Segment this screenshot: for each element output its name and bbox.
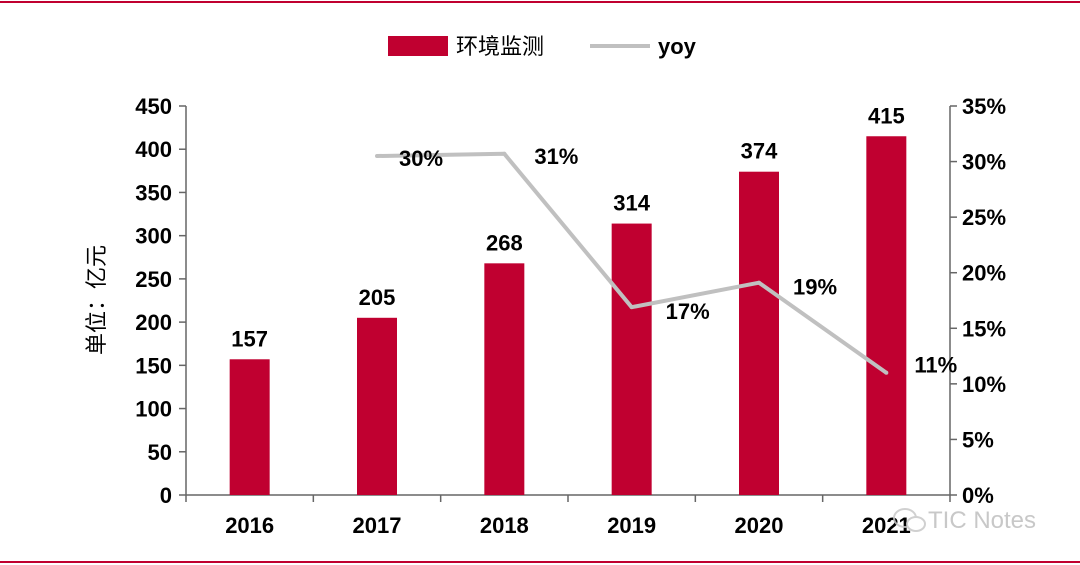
y2-tick-label: 20%	[962, 261, 1006, 286]
y2-tick-label: 35%	[962, 94, 1006, 119]
y-tick-label: 200	[135, 310, 172, 335]
yoy-point	[884, 370, 889, 375]
y2-tick-label: 10%	[962, 372, 1006, 397]
y2-tick-label: 0%	[962, 483, 994, 508]
y-tick-label: 400	[135, 137, 172, 162]
x-tick-label: 2017	[353, 513, 402, 538]
yoy-point	[629, 305, 634, 310]
y-tick-label: 250	[135, 267, 172, 292]
y-tick-label: 350	[135, 180, 172, 205]
bar	[229, 359, 270, 495]
watermark: TIC Notes	[893, 507, 1036, 534]
y-tick-label: 300	[135, 224, 172, 249]
bar	[611, 223, 652, 495]
yoy-point	[502, 151, 507, 156]
y2-tick-label: 30%	[962, 150, 1006, 175]
legend-swatch-bar	[388, 36, 448, 56]
y2-tick-label: 15%	[962, 316, 1006, 341]
bar	[484, 263, 525, 495]
yoy-value-label: 11%	[914, 353, 957, 378]
x-tick-label: 2020	[735, 513, 784, 538]
x-tick-label: 2018	[480, 513, 529, 538]
yoy-value-label: 19%	[793, 275, 837, 300]
line-series	[375, 151, 889, 375]
yoy-point	[375, 154, 379, 159]
legend: 环境监测 yoy	[388, 34, 697, 60]
y-tick-label: 50	[148, 440, 172, 465]
y2-tick-label: 25%	[962, 205, 1006, 230]
bar-value-label: 157	[231, 326, 268, 351]
legend-label-line: yoy	[658, 34, 697, 59]
x-tick-label: 2021	[862, 513, 911, 538]
bar-series	[229, 136, 907, 495]
yoy-value-label: 30%	[399, 146, 443, 171]
bar-value-label: 268	[486, 230, 523, 255]
yoy-point	[757, 280, 761, 285]
y-tick-label: 100	[135, 397, 172, 422]
legend-label-bar: 环境监测	[456, 35, 544, 60]
x-tick-label: 2019	[607, 513, 656, 538]
bar-value-label: 205	[359, 285, 396, 310]
axes: 0 50 100 150 200 250 300 350 400 450 0% 5% 10% 15% 20%…	[135, 94, 1006, 538]
watermark-text: TIC Notes	[928, 507, 1036, 534]
yoy-value-label: 31%	[534, 144, 578, 169]
data-labels: 157 205 268 314 374 415 30% 31% 17% 19% 11%	[231, 103, 957, 377]
y-axis-title: 单位：亿元	[85, 245, 110, 355]
bar	[866, 136, 907, 495]
y-tick-label: 0	[160, 483, 172, 508]
wechat-icon	[893, 508, 926, 532]
yoy-value-label: 17%	[666, 299, 710, 324]
y2-tick-label: 5%	[962, 427, 994, 452]
bar	[357, 317, 397, 495]
bar-value-label: 415	[868, 103, 905, 128]
bar-value-label: 374	[741, 139, 778, 164]
bar-value-label: 314	[613, 191, 650, 216]
y-tick-label: 150	[135, 353, 172, 378]
y-tick-label: 450	[135, 94, 172, 119]
bar	[739, 171, 779, 495]
x-tick-label: 2016	[225, 513, 274, 538]
